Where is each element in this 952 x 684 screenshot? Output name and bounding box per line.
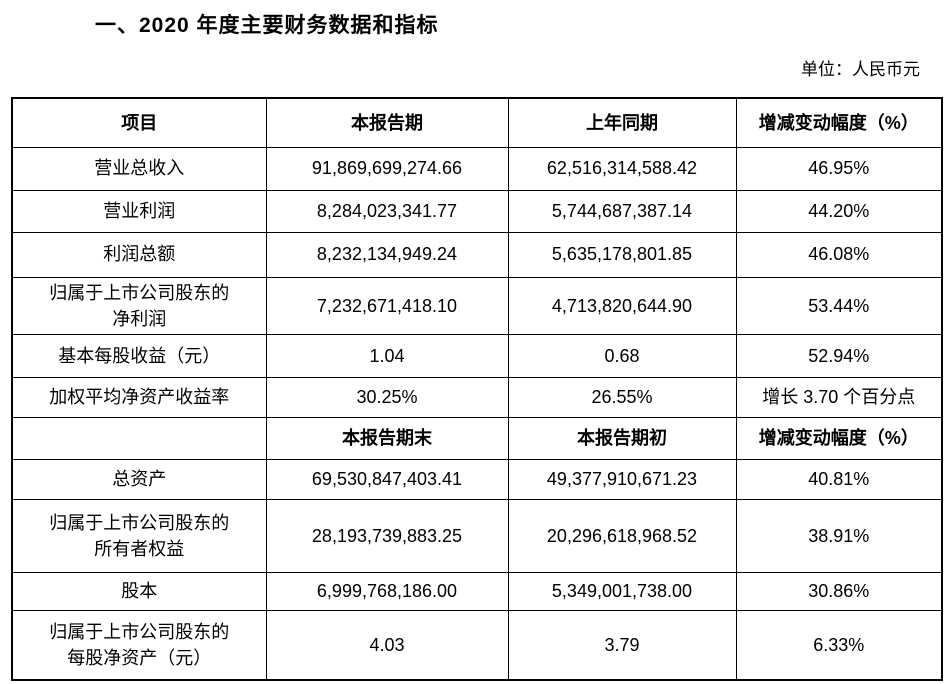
cell-item: 归属于上市公司股东的 所有者权益 [11, 498, 267, 573]
cell-item: 归属于上市公司股东的 每股净资产（元） [11, 609, 267, 681]
cell-change: 增长 3.70 个百分点 [735, 376, 943, 418]
header-cell-period-end: 本报告期末 [265, 416, 509, 460]
cell-end: 4.03 [265, 609, 509, 681]
table-row-total-assets: 总资产 69,530,847,403.41 49,377,910,671.23 … [11, 458, 943, 500]
table-row-share-capital: 股本 6,999,768,186.00 5,349,001,738.00 30.… [11, 571, 943, 611]
header-cell-prior-period: 上年同期 [507, 97, 737, 148]
table-row-operating-profit: 营业利润 8,284,023,341.77 5,744,687,387.14 4… [11, 189, 943, 233]
header-cell-current-period: 本报告期 [265, 97, 509, 148]
table-row-total-profit: 利润总额 8,232,134,949.24 5,635,178,801.85 4… [11, 231, 943, 278]
cell-end: 6,999,768,186.00 [265, 571, 509, 611]
cell-change: 40.81% [735, 458, 943, 500]
cell-prior: 4,713,820,644.90 [507, 276, 737, 335]
cell-current: 7,232,671,418.10 [265, 276, 509, 335]
table-row-basic-eps: 基本每股收益（元） 1.04 0.68 52.94% [11, 333, 943, 378]
cell-item: 股本 [11, 571, 267, 611]
cell-change: 44.20% [735, 189, 943, 233]
cell-begin: 49,377,910,671.23 [507, 458, 737, 500]
cell-change: 46.08% [735, 231, 943, 278]
cell-change: 52.94% [735, 333, 943, 378]
cell-prior: 5,744,687,387.14 [507, 189, 737, 233]
cell-prior: 62,516,314,588.42 [507, 146, 737, 191]
cell-item: 加权平均净资产收益率 [11, 376, 267, 418]
cell-item: 总资产 [11, 458, 267, 500]
cell-begin: 20,296,618,968.52 [507, 498, 737, 573]
header-cell-item-empty [11, 416, 267, 460]
cell-end: 28,193,739,883.25 [265, 498, 509, 573]
cell-current: 1.04 [265, 333, 509, 378]
cell-change: 38.91% [735, 498, 943, 573]
cell-prior: 0.68 [507, 333, 737, 378]
header-cell-item: 项目 [11, 97, 267, 148]
cell-current: 91,869,699,274.66 [265, 146, 509, 191]
cell-change: 46.95% [735, 146, 943, 191]
page-title: 一、2020 年度主要财务数据和指标 [95, 14, 439, 37]
cell-current: 8,284,023,341.77 [265, 189, 509, 233]
table-row-weighted-roe: 加权平均净资产收益率 30.25% 26.55% 增长 3.70 个百分点 [11, 376, 943, 418]
cell-item: 营业利润 [11, 189, 267, 233]
cell-change: 6.33% [735, 609, 943, 681]
financial-indicators-table: 项目 本报告期 上年同期 增减变动幅度（%） 营业总收入 91,869,699,… [11, 97, 943, 682]
cell-item: 利润总额 [11, 231, 267, 278]
table-header-period: 项目 本报告期 上年同期 增减变动幅度（%） [11, 97, 943, 148]
cell-prior: 5,635,178,801.85 [507, 231, 737, 278]
cell-prior: 26.55% [507, 376, 737, 418]
header-cell-change: 增减变动幅度（%） [735, 97, 943, 148]
cell-begin: 3.79 [507, 609, 737, 681]
cell-change: 53.44% [735, 276, 943, 335]
table-row-net-profit-attributable: 归属于上市公司股东的 净利润 7,232,671,418.10 4,713,82… [11, 276, 943, 335]
table-row-owners-equity-attributable: 归属于上市公司股东的 所有者权益 28,193,739,883.25 20,29… [11, 498, 943, 573]
unit-label: 单位：人民币元 [801, 60, 920, 79]
cell-item: 基本每股收益（元） [11, 333, 267, 378]
header-cell-change: 增减变动幅度（%） [735, 416, 943, 460]
cell-item: 营业总收入 [11, 146, 267, 191]
cell-change: 30.86% [735, 571, 943, 611]
table-row-net-assets-per-share: 归属于上市公司股东的 每股净资产（元） 4.03 3.79 6.33% [11, 609, 943, 681]
cell-item: 归属于上市公司股东的 净利润 [11, 276, 267, 335]
header-cell-period-begin: 本报告期初 [507, 416, 737, 460]
cell-end: 69,530,847,403.41 [265, 458, 509, 500]
cell-current: 30.25% [265, 376, 509, 418]
cell-current: 8,232,134,949.24 [265, 231, 509, 278]
table-header-balance: 本报告期末 本报告期初 增减变动幅度（%） [11, 416, 943, 460]
table-row-total-revenue: 营业总收入 91,869,699,274.66 62,516,314,588.4… [11, 146, 943, 191]
cell-begin: 5,349,001,738.00 [507, 571, 737, 611]
